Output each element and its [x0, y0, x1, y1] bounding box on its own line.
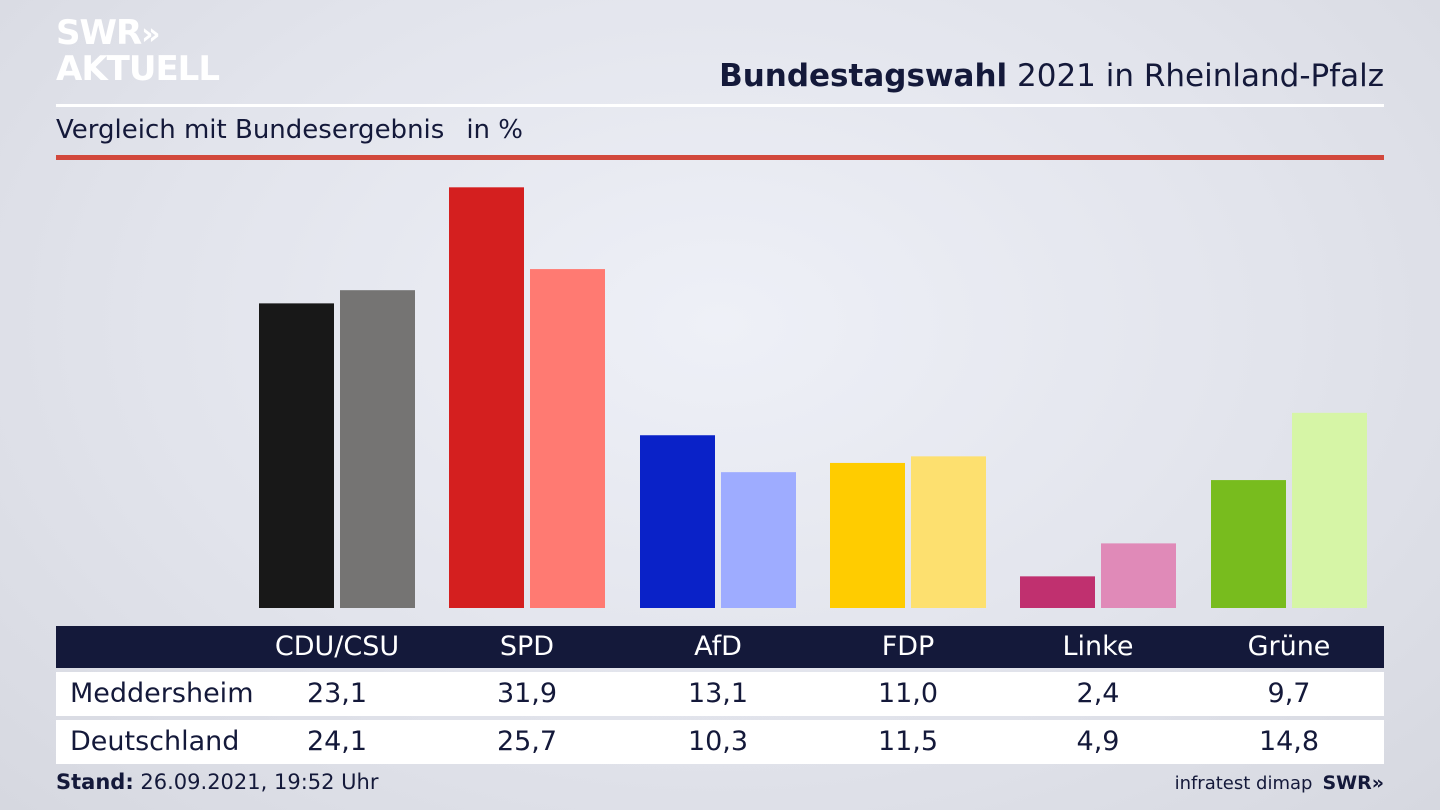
bar-cdu-csu-meddersheim: [259, 303, 334, 608]
column-header: SPD: [499, 631, 555, 662]
bar-cdu-csu-deutschland: [340, 290, 415, 608]
column-header: Linke: [1062, 631, 1134, 662]
bar-spd-meddersheim: [449, 187, 524, 608]
results-table: CDU/CSU SPD AfD FDP Linke Grüne Meddersheim 23…: [56, 626, 1384, 764]
header-divider: [56, 104, 1384, 107]
table-cell: 13,1: [687, 678, 749, 709]
table-cell: 11,0: [877, 678, 939, 709]
bar-linke-meddersheim: [1020, 576, 1095, 608]
source-credit: infratest dimap SWR»: [1175, 772, 1384, 794]
stand-label: Stand:: [56, 770, 134, 794]
logo-text-swr: SWR: [56, 13, 142, 53]
table-cell: 4,9: [1076, 726, 1120, 757]
column-header: CDU/CSU: [274, 631, 400, 662]
logo-text-aktuell: AKTUELL: [56, 49, 220, 89]
table-cell: 9,7: [1267, 678, 1311, 709]
swr-brand-logo: SWR»: [1322, 772, 1384, 794]
row-label: Deutschland: [70, 726, 240, 757]
subtitle-text: Vergleich mit Bundesergebnis: [56, 115, 445, 145]
bar-linke-deutschland: [1101, 543, 1176, 608]
unit-label: in %: [466, 115, 523, 145]
table-cell: 31,9: [496, 678, 558, 709]
column-header: Grüne: [1247, 631, 1331, 662]
bar-spd-deutschland: [530, 269, 605, 608]
stand-value: 26.09.2021, 19:52 Uhr: [133, 770, 379, 794]
table-cell: 10,3: [687, 726, 749, 757]
table-cell: 24,1: [306, 726, 368, 757]
table-cell: 25,7: [496, 726, 558, 757]
bar-gr-ne-deutschland: [1292, 412, 1367, 608]
column-header: AfD: [694, 631, 742, 662]
source-text: infratest dimap: [1174, 773, 1313, 794]
accent-divider: [56, 155, 1384, 160]
bar-afd-deutschland: [721, 472, 796, 608]
bar-gr-ne-meddersheim: [1211, 480, 1286, 608]
page-title: Bundestagswahl 2021 in Rheinland-Pfalz: [719, 58, 1384, 94]
bar-chart: [259, 187, 1367, 608]
bar-fdp-meddersheim: [830, 462, 905, 608]
table-cell: 2,4: [1076, 678, 1120, 709]
bar-fdp-deutschland: [911, 456, 986, 608]
table-cell: 23,1: [306, 678, 368, 709]
title-bold: Bundestagswahl: [719, 58, 1008, 94]
swr-aktuell-logo: SWR» AKTUELL: [56, 13, 220, 89]
bar-afd-meddersheim: [640, 435, 715, 608]
table-row-deutschland: Deutschland 24,1 25,7 10,3 11,5 4,9 14,8: [56, 720, 1384, 764]
table-header: CDU/CSU SPD AfD FDP Linke Grüne: [56, 626, 1384, 668]
timestamp: Stand: 26.09.2021, 19:52 Uhr: [56, 770, 379, 794]
column-header: FDP: [881, 631, 935, 662]
table-cell: 14,8: [1258, 726, 1320, 757]
table-cell: 11,5: [877, 726, 939, 757]
table-row-meddersheim: Meddersheim 23,1 31,9 13,1 11,0 2,4 9,7: [56, 672, 1384, 716]
row-label: Meddersheim: [70, 678, 254, 709]
subtitle: Vergleich mit Bundesergebnis in %: [56, 115, 523, 145]
title-rest: 2021 in Rheinland-Pfalz: [1007, 58, 1384, 94]
